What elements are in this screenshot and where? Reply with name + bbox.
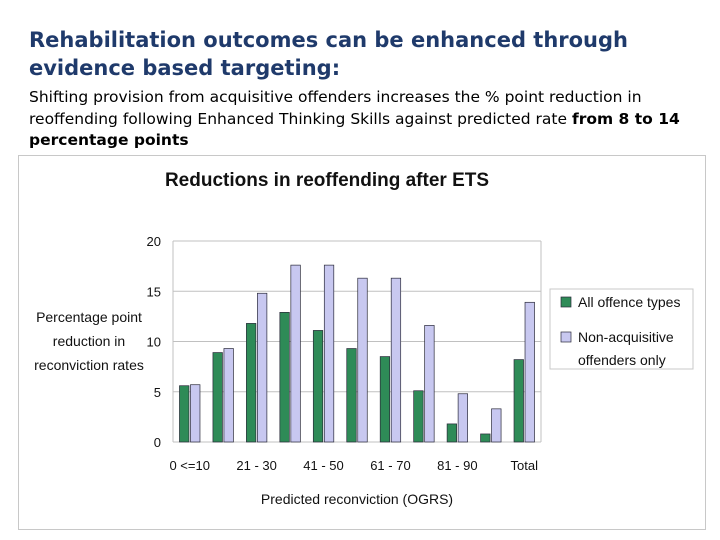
- bar-all-offence-types: [446, 423, 457, 443]
- bar-all-offence-types: [246, 323, 257, 443]
- bar-non-acquisitive: [257, 292, 268, 443]
- bar-all-offence-types: [379, 356, 391, 443]
- bar-all-offence-types: [179, 385, 190, 443]
- y-tick-label: 20: [147, 234, 161, 249]
- legend-box: [549, 288, 694, 370]
- y-tick-label: 0: [154, 435, 161, 450]
- legend-swatch-all: [560, 296, 572, 308]
- bar-non-acquisitive: [190, 384, 201, 443]
- x-tick-label: 0 <=10: [169, 458, 210, 473]
- chart-title: Reductions in reoffending after ETS: [164, 170, 490, 191]
- x-tick-label: Total: [511, 458, 539, 473]
- bar-non-acquisitive: [424, 325, 435, 443]
- bar-chart: 0 5 10 15 20 0 <=10 21 - 30 41 - 50 61 - 70 81 - …: [34, 234, 694, 507]
- y-axis-title: Percentage point: [36, 309, 142, 325]
- bar-all-offence-types: [513, 359, 524, 443]
- bar-non-acquisitive: [223, 348, 234, 443]
- y-tick-label: 10: [147, 335, 161, 350]
- subtitle-text: Shifting provision from acquisitive offe…: [29, 88, 642, 128]
- y-axis-title: reduction in: [53, 333, 125, 349]
- x-tick-label: 21 - 30: [236, 458, 276, 473]
- chart-frame: Reductions in reoffending after ETS 0 5 10…: [18, 155, 706, 530]
- subtitle-emphasis: from 8 to 14 percentage points: [29, 109, 680, 150]
- bar-all-offence-types: [279, 312, 290, 443]
- bar-non-acquisitive: [323, 264, 335, 443]
- x-axis-title: Predicted reconviction (OGRS): [261, 491, 453, 507]
- x-tick-label: 61 - 70: [370, 458, 410, 473]
- bar-non-acquisitive: [290, 264, 301, 443]
- bar-non-acquisitive: [524, 301, 535, 443]
- y-tick-label: 5: [154, 385, 161, 400]
- y-tick-label: 15: [147, 284, 161, 299]
- legend-label-nonacq: Non-acquisitive: [578, 329, 674, 345]
- bar-all-offence-types: [346, 348, 357, 443]
- bar-all-offence-types: [413, 390, 424, 443]
- legend-label-all: All offence types: [578, 294, 680, 310]
- bar-non-acquisitive: [457, 393, 468, 443]
- x-tick-label: 81 - 90: [437, 458, 477, 473]
- slide-subtitle: Shifting provision from acquisitive offe…: [29, 87, 699, 152]
- bar-all-offence-types: [312, 330, 324, 443]
- bar-non-acquisitive: [357, 277, 368, 443]
- x-tick-label: 41 - 50: [303, 458, 343, 473]
- slide-title: Rehabilitation outcomes can be enhanced …: [29, 28, 628, 80]
- bar-non-acquisitive: [390, 277, 402, 443]
- bar-non-acquisitive: [491, 408, 502, 443]
- legend-swatch-nonacq: [560, 331, 572, 343]
- legend-label-nonacq: offenders only: [578, 352, 666, 368]
- y-axis-title: reconviction rates: [34, 357, 144, 373]
- bar-all-offence-types: [480, 433, 491, 443]
- bar-all-offence-types: [212, 352, 223, 443]
